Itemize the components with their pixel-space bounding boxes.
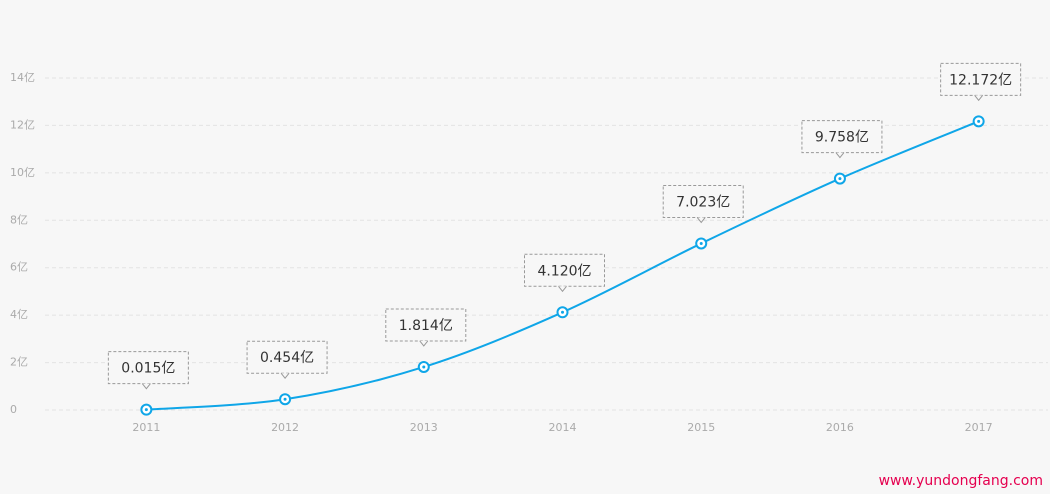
y-tick-label: 0: [10, 403, 17, 416]
label-box: [662, 184, 744, 218]
label-pointer: [558, 285, 567, 293]
point-dot: [422, 365, 426, 369]
y-tick-label: 14亿: [10, 71, 35, 84]
point-dot: [561, 310, 564, 314]
x-tick-label: 2013: [410, 421, 438, 434]
value-label: 7.023亿: [676, 194, 730, 210]
value-label: 0.454亿: [260, 350, 314, 366]
value-label: 9.758亿: [815, 130, 869, 146]
label-box: [524, 253, 605, 287]
label-pointer: [835, 152, 845, 159]
y-tick-label: 4亿: [10, 308, 28, 321]
point-dot: [838, 177, 842, 181]
label-pointer: [696, 217, 706, 224]
x-tick-label: 2011: [132, 421, 160, 434]
x-tick-label: 2016: [826, 421, 854, 434]
y-tick-label: 2亿: [10, 356, 28, 369]
x-tick-label: 2017: [965, 421, 993, 434]
value-label: 0.015亿: [121, 361, 175, 377]
y-tick-label: 6亿: [10, 261, 28, 274]
value-label: 4.120亿: [537, 263, 591, 279]
label-pointer: [419, 340, 429, 347]
y-tick-label: 12亿: [10, 118, 35, 131]
point-dot: [977, 119, 981, 123]
y-tick-label: 8亿: [10, 213, 28, 226]
x-tick-label: 2014: [549, 421, 577, 434]
value-label: 12.172亿: [949, 72, 1012, 88]
label-box: [107, 351, 189, 385]
label-box: [246, 340, 328, 374]
y-tick-label: 10亿: [10, 166, 35, 179]
label-box: [801, 120, 883, 154]
label-pointer: [280, 372, 290, 380]
point-dot: [699, 241, 703, 245]
value-label: 1.814亿: [399, 318, 453, 334]
label-pointer: [974, 95, 984, 102]
point-dot: [144, 408, 148, 412]
label-box: [385, 308, 467, 342]
watermark: www.yundongfang.com: [879, 473, 1043, 489]
x-tick-label: 2012: [271, 421, 299, 434]
x-tick-label: 2015: [687, 421, 715, 434]
label-pointer: [141, 383, 151, 390]
point-dot: [283, 397, 287, 401]
label-box: [940, 62, 1022, 96]
